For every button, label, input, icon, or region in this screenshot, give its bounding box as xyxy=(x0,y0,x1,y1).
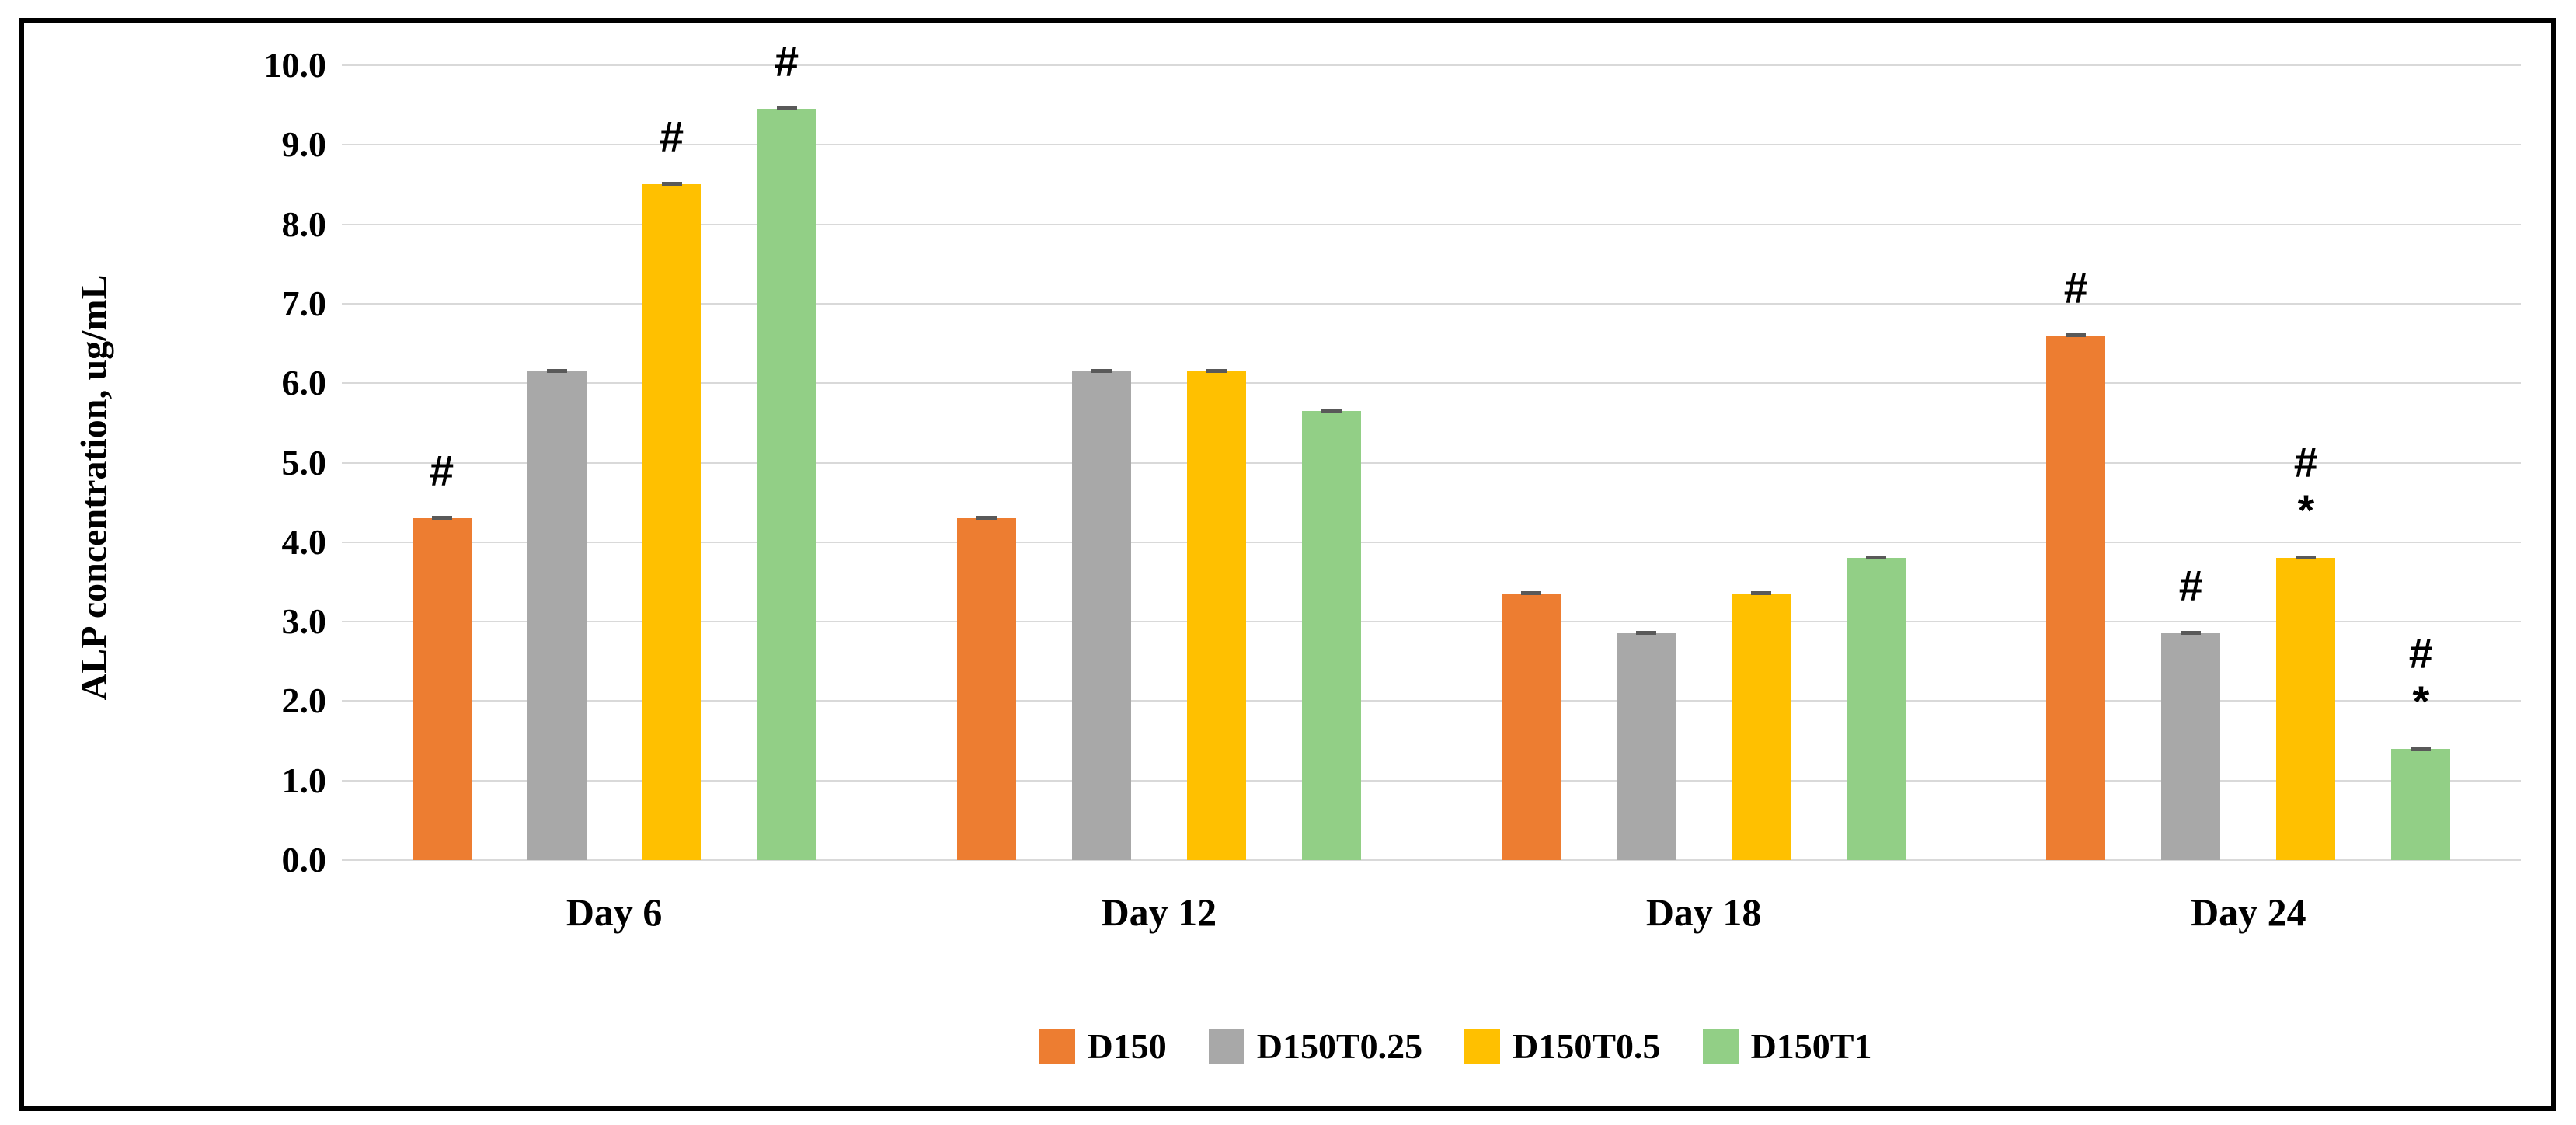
legend-label: D150T1 xyxy=(1750,1026,1872,1066)
y-tick-label: 0.0 xyxy=(281,840,327,879)
gridline xyxy=(342,302,2521,305)
y-tick-label: 5.0 xyxy=(281,442,327,482)
chart-frame: ALP concentration, ug/mL D150 D150T0.25 D1… xyxy=(19,18,2556,1111)
bar xyxy=(1732,594,1791,860)
y-tick-label: 3.0 xyxy=(281,601,327,642)
annotation-symbol: * xyxy=(2412,676,2430,726)
bar-annotation: # * xyxy=(2228,438,2383,535)
legend-swatch xyxy=(1208,1029,1244,1064)
gridline xyxy=(342,779,2521,782)
bar xyxy=(1186,371,1246,860)
y-tick-label: 10.0 xyxy=(263,45,327,85)
x-category-label: Day 6 xyxy=(566,890,663,934)
legend-label: D150T0.25 xyxy=(1256,1026,1423,1066)
legend-item: D150T0.5 xyxy=(1464,1026,1661,1066)
bar xyxy=(2391,748,2451,860)
error-bar-cap xyxy=(546,368,567,373)
error-bar-cap xyxy=(1866,556,1887,560)
y-axis-title: ALP concentration, ug/mL xyxy=(73,274,115,701)
annotation-symbol: # xyxy=(430,446,454,496)
x-category-label: Day 18 xyxy=(1645,890,1762,934)
bar-annotation: # xyxy=(1998,263,2153,312)
y-tick-label: 1.0 xyxy=(281,760,327,800)
error-bar-cap xyxy=(2181,631,2202,636)
legend-swatch xyxy=(1039,1029,1075,1064)
bar xyxy=(527,371,587,860)
gridline xyxy=(342,541,2521,543)
annotation-symbol: # xyxy=(2408,628,2433,677)
legend-label: D150T0.5 xyxy=(1513,1026,1661,1066)
error-bar-cap xyxy=(431,516,452,521)
y-tick-label: 6.0 xyxy=(281,363,327,403)
y-tick-label: 8.0 xyxy=(281,204,327,244)
error-bar-cap xyxy=(1521,591,1542,596)
annotation-symbol: * xyxy=(2297,486,2315,535)
gridline xyxy=(342,621,2521,623)
error-bar-cap xyxy=(1751,591,1772,596)
gridline xyxy=(342,223,2521,225)
bar-annotation: # xyxy=(594,113,750,161)
annotation-symbol: # xyxy=(2063,263,2088,312)
y-tick-label: 7.0 xyxy=(281,283,327,323)
gridline xyxy=(342,144,2521,146)
gridline xyxy=(342,64,2521,66)
y-tick-label: 4.0 xyxy=(281,521,327,562)
bar xyxy=(1847,558,1906,860)
legend-item: D150 xyxy=(1039,1027,1167,1066)
error-bar-cap xyxy=(1636,631,1657,636)
error-bar-cap xyxy=(776,106,797,111)
bar xyxy=(1502,594,1561,860)
error-bar-cap xyxy=(661,182,682,186)
annotation-symbol: # xyxy=(775,37,799,86)
error-bar-cap xyxy=(1206,368,1227,373)
gridline xyxy=(342,859,2521,861)
bar xyxy=(956,518,1016,860)
bar xyxy=(412,518,472,860)
bar xyxy=(1301,411,1361,860)
y-tick-label: 9.0 xyxy=(281,124,327,165)
error-bar-cap xyxy=(2411,746,2432,751)
legend: D150 D150T0.25 D150T0.5 D150T1 xyxy=(366,1027,2545,1066)
bar-annotation: # * xyxy=(2343,629,2498,726)
error-bar-cap xyxy=(2066,333,2087,337)
error-bar-cap xyxy=(1321,409,1342,413)
error-bar-cap xyxy=(976,516,997,521)
bar xyxy=(1071,371,1131,860)
bar xyxy=(642,184,701,860)
annotation-symbol: # xyxy=(2178,561,2203,611)
bar-annotation: # xyxy=(709,37,865,85)
annotation-symbol: # xyxy=(2293,437,2318,487)
bar xyxy=(2161,633,2221,860)
bar xyxy=(1617,633,1676,860)
gridline xyxy=(342,382,2521,385)
bar xyxy=(2276,558,2336,860)
bar-annotation: # xyxy=(364,447,520,495)
x-category-label: Day 24 xyxy=(2191,890,2306,934)
legend-item: D150T1 xyxy=(1702,1026,1872,1066)
gridline xyxy=(342,700,2521,702)
bar xyxy=(2046,335,2106,860)
y-tick-label: 2.0 xyxy=(281,681,327,721)
legend-swatch xyxy=(1702,1029,1739,1064)
legend-label: D150 xyxy=(1087,1026,1167,1066)
legend-swatch xyxy=(1464,1029,1501,1064)
gridline xyxy=(342,461,2521,464)
bar-annotation: # xyxy=(2113,562,2268,610)
x-category-label: Day 12 xyxy=(1101,890,1217,934)
bar xyxy=(757,109,816,860)
error-bar-cap xyxy=(1091,368,1112,373)
legend-item: D150T0.25 xyxy=(1208,1026,1423,1066)
error-bar-cap xyxy=(2296,556,2317,560)
annotation-symbol: # xyxy=(660,112,684,162)
